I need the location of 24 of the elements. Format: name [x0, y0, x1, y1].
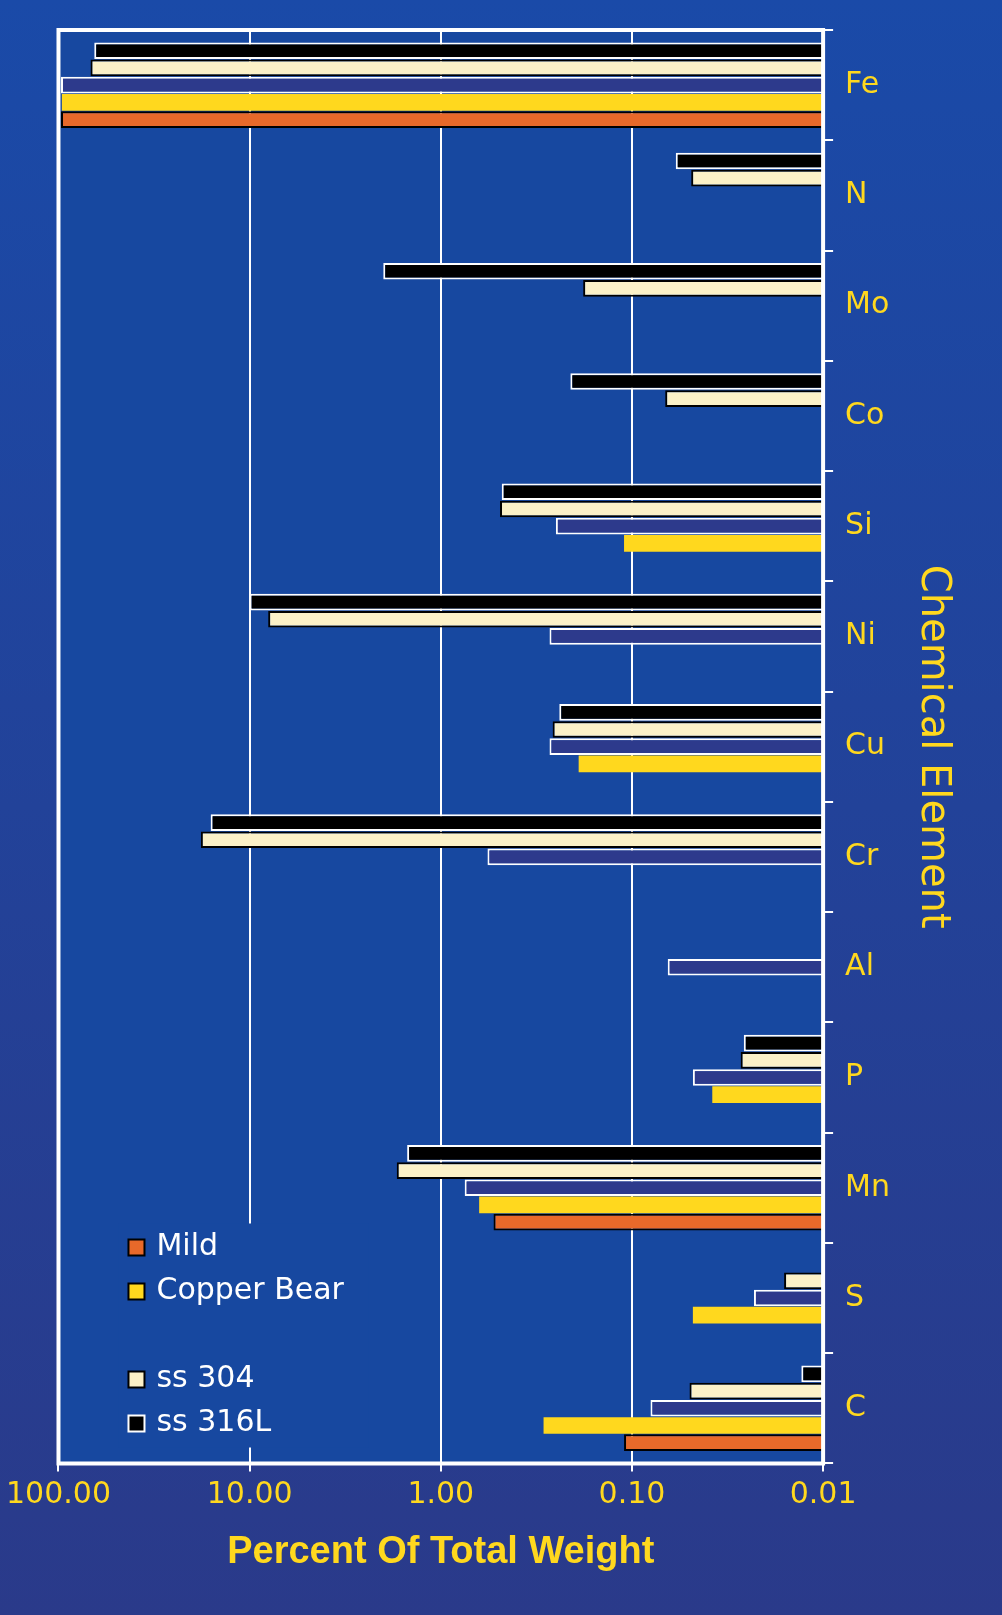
- x-tick-label: 10.00: [206, 1475, 293, 1511]
- legend-label: Copper Bear: [156, 1271, 345, 1307]
- x-tick-label: 100.00: [5, 1475, 111, 1511]
- y-tick-label: Mo: [845, 285, 890, 321]
- legend-label: ss 304: [156, 1359, 255, 1395]
- y-tick-label: Fe: [845, 64, 880, 100]
- y-tick-label: S: [845, 1277, 865, 1313]
- y-tick-label: Ni: [845, 616, 876, 652]
- legend-label: Mild: [156, 1227, 219, 1263]
- y-tick-label: Cr: [845, 836, 880, 872]
- y-tick-label: C: [845, 1388, 867, 1424]
- y-tick-label: Cu: [845, 726, 886, 762]
- y-tick-label: Al: [845, 947, 874, 983]
- y-tick-label: N: [845, 175, 868, 211]
- x-axis-title: Percent Of Total Weight: [227, 1528, 655, 1571]
- x-tick-label: 0.01: [789, 1475, 857, 1511]
- x-tick-label: 0.10: [598, 1475, 666, 1511]
- x-tick-label: 1.00: [407, 1475, 475, 1511]
- y-tick-label: Co: [845, 395, 885, 431]
- y-tick-label: Mn: [845, 1167, 891, 1203]
- y-tick-label: Si: [845, 505, 873, 541]
- y-tick-label: P: [845, 1057, 864, 1093]
- legend-label: ss 316L: [156, 1403, 272, 1439]
- y-axis-title: Chemical Element: [912, 564, 959, 929]
